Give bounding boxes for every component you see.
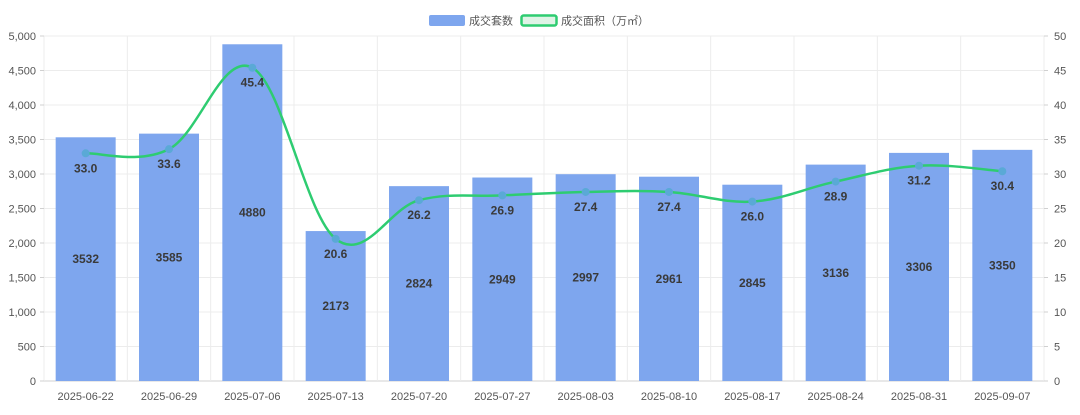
legend: 成交套数 成交面积（万㎡） bbox=[429, 14, 649, 28]
left-axis-tick-label: 500 bbox=[18, 342, 36, 354]
line-point-2025-07-06 bbox=[248, 63, 257, 72]
bar-value-label: 2173 bbox=[322, 299, 349, 313]
line-value-label: 31.2 bbox=[907, 174, 931, 188]
line-point-2025-08-03 bbox=[581, 187, 590, 196]
line-point-2025-07-20 bbox=[415, 196, 423, 205]
left-axis-tick-label: 3,500 bbox=[8, 135, 36, 147]
line-value-label: 26.0 bbox=[741, 210, 765, 224]
bar-2025-08-03 bbox=[555, 174, 616, 381]
right-axis-tick-label: 15 bbox=[1054, 273, 1066, 285]
bar-2025-08-17 bbox=[722, 184, 783, 381]
bar-2025-07-27 bbox=[472, 177, 533, 381]
right-axis-tick-label: 40 bbox=[1054, 100, 1066, 112]
bar-value-label: 3350 bbox=[989, 258, 1016, 272]
x-axis: 2025-06-22 2025-06-29 2025-07-06 2025-07-13… bbox=[58, 391, 1031, 403]
line-value-label: 45.4 bbox=[241, 76, 265, 90]
line-point-2025-08-17 bbox=[748, 197, 757, 206]
right-axis-tick-label: 5 bbox=[1054, 342, 1060, 354]
x-axis-tick-label: 2025-08-03 bbox=[558, 391, 614, 403]
line-point-2025-06-22 bbox=[81, 149, 90, 158]
line-point-2025-07-13 bbox=[331, 234, 340, 243]
line-value-label: 33.6 bbox=[157, 157, 181, 171]
bar-value-label: 3585 bbox=[156, 250, 183, 264]
left-axis-tick-label: 5,000 bbox=[8, 31, 36, 43]
line-value-label: 26.2 bbox=[407, 208, 431, 222]
right-axis-tick-label: 0 bbox=[1054, 376, 1060, 388]
line-value-label: 27.4 bbox=[574, 200, 598, 214]
line-value-label: 33.0 bbox=[74, 161, 98, 175]
line-value-label: 27.4 bbox=[657, 200, 681, 214]
bar-value-label: 2845 bbox=[739, 276, 766, 290]
x-axis-tick-label: 2025-06-22 bbox=[58, 391, 114, 403]
right-axis-tick-label: 30 bbox=[1054, 169, 1066, 181]
bar-value-label: 3532 bbox=[72, 252, 99, 266]
legend-swatch-bar bbox=[429, 15, 465, 26]
line-value-label: 20.6 bbox=[324, 247, 348, 261]
bar-value-label: 2997 bbox=[572, 271, 599, 285]
line-point-2025-08-24 bbox=[831, 177, 840, 186]
line-point-2025-07-27 bbox=[498, 191, 507, 200]
right-axis-tick-label: 10 bbox=[1054, 307, 1066, 319]
line-value-label: 26.9 bbox=[491, 203, 515, 217]
x-axis-tick-label: 2025-07-27 bbox=[474, 391, 530, 403]
bar-2025-08-10 bbox=[639, 176, 699, 381]
left-axis-tick-label: 2,000 bbox=[8, 238, 36, 250]
bar-value-label: 2824 bbox=[406, 277, 433, 291]
left-axis-tick-label: 2,500 bbox=[8, 204, 36, 216]
line-value-label: 28.9 bbox=[824, 190, 848, 204]
x-axis-tick-label: 2025-06-29 bbox=[141, 391, 197, 403]
right-axis-tick-label: 35 bbox=[1054, 135, 1066, 147]
bar-value-label: 2949 bbox=[489, 272, 516, 286]
bar-2025-06-22 bbox=[55, 137, 116, 381]
bar-value-label: 3136 bbox=[822, 266, 849, 280]
bar-2025-08-24 bbox=[805, 164, 866, 381]
bar-2025-06-29 bbox=[139, 133, 199, 381]
right-axis-tick-label: 50 bbox=[1054, 31, 1066, 43]
line-point-2025-08-31 bbox=[915, 161, 923, 170]
x-axis-tick-label: 2025-07-13 bbox=[308, 391, 364, 403]
line-point-2025-08-10 bbox=[665, 187, 673, 196]
left-axis-tick-label: 0 bbox=[30, 376, 36, 388]
bar-value-label: 2961 bbox=[656, 272, 683, 286]
x-axis-tick-label: 2025-09-07 bbox=[974, 391, 1030, 403]
line-value-label: 30.4 bbox=[991, 179, 1015, 193]
right-axis-tick-label: 45 bbox=[1054, 66, 1066, 78]
x-axis-tick-label: 2025-08-24 bbox=[808, 391, 864, 403]
left-axis-tick-label: 4,000 bbox=[8, 100, 36, 112]
bar-2025-08-31 bbox=[889, 152, 949, 381]
line-point-2025-06-29 bbox=[165, 145, 173, 154]
bars bbox=[55, 44, 1033, 381]
bar-labels: 3532 3585 4880 2173 2824 2949 2997 2961 2845 3136… bbox=[72, 206, 1016, 313]
bar-value-label: 4880 bbox=[239, 206, 266, 220]
left-axis: 0 500 1,000 1,500 2,000 2,500 3,000 3,500 4,000 4… bbox=[8, 31, 44, 388]
bar-value-label: 3306 bbox=[906, 260, 933, 274]
x-axis-tick-label: 2025-07-06 bbox=[224, 391, 280, 403]
left-axis-tick-label: 1,500 bbox=[8, 273, 36, 285]
x-axis-tick-label: 2025-08-31 bbox=[891, 391, 947, 403]
left-axis-tick-label: 1,000 bbox=[8, 307, 36, 319]
x-axis-tick-label: 2025-08-17 bbox=[724, 391, 780, 403]
line-point-2025-09-07 bbox=[998, 167, 1007, 176]
bar-2025-07-13 bbox=[305, 231, 366, 381]
area-line: 33.0 33.6 45.4 20.6 26.2 26.9 27.4 27.4 26.0 28.9… bbox=[74, 63, 1015, 261]
legend-label-bar: 成交套数 bbox=[469, 14, 513, 28]
bar-2025-07-20 bbox=[389, 186, 449, 381]
legend-label-line: 成交面积（万㎡） bbox=[561, 14, 649, 28]
legend-swatch-line bbox=[520, 14, 558, 27]
right-axis: 0 5 10 15 20 25 30 35 40 45 50 bbox=[1044, 31, 1066, 388]
left-axis-tick-label: 3,000 bbox=[8, 169, 36, 181]
x-axis-tick-label: 2025-08-10 bbox=[641, 391, 697, 403]
bar-2025-07-06 bbox=[222, 44, 283, 381]
bar-2025-09-07 bbox=[972, 149, 1033, 381]
left-axis-tick-label: 4,500 bbox=[8, 66, 36, 78]
right-axis-tick-label: 20 bbox=[1054, 238, 1066, 250]
grid bbox=[43, 35, 1045, 382]
x-axis-tick-label: 2025-07-20 bbox=[391, 391, 447, 403]
right-axis-tick-label: 25 bbox=[1054, 204, 1066, 216]
